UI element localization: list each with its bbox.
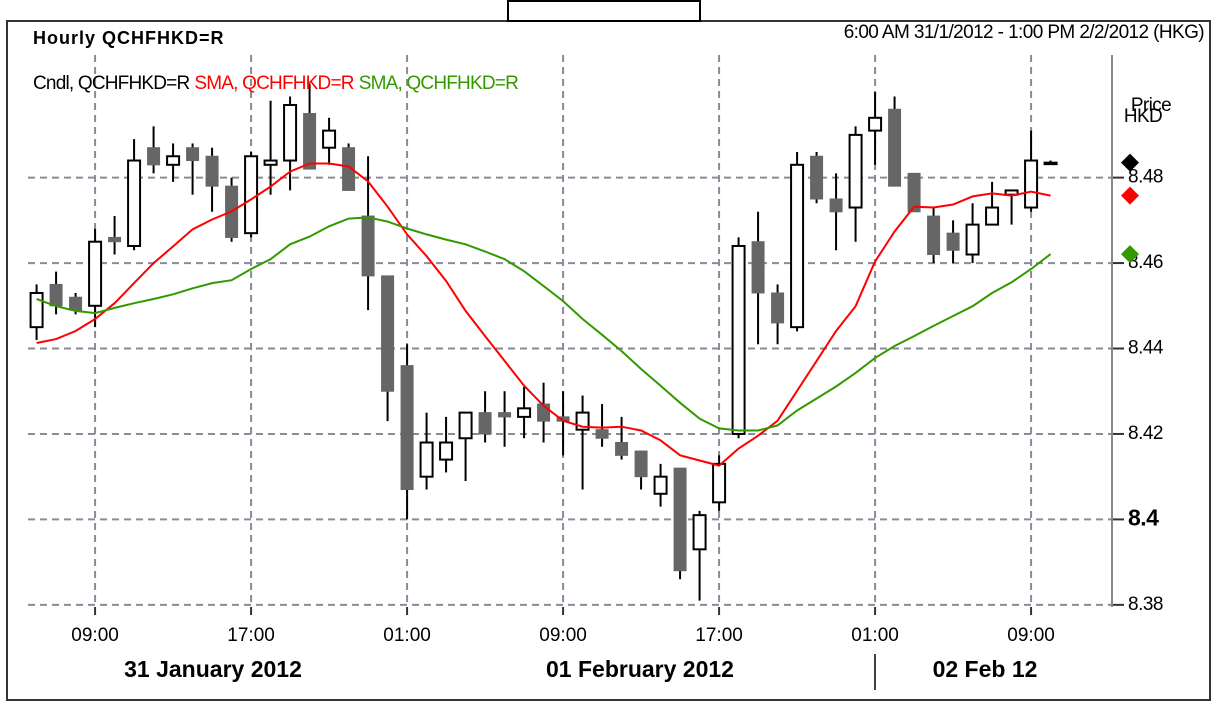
candle-body — [653, 475, 668, 495]
candle-body — [361, 215, 375, 277]
candle-body — [458, 411, 473, 440]
y-tick-label: 8.38 — [1128, 594, 1163, 615]
candle-body — [946, 232, 960, 251]
legend-entry: SMA, QCHFHKD=R — [194, 73, 353, 94]
candle-body — [927, 215, 941, 256]
candle-body — [517, 407, 532, 418]
candle-body — [29, 291, 44, 329]
candle-body — [69, 296, 83, 311]
candle-body — [419, 441, 434, 478]
candle-body — [381, 275, 395, 392]
chart-title: Hourly QCHFHKD=R — [33, 28, 225, 48]
date-label: 01 February 2012 — [546, 656, 734, 682]
last-value-marker — [1121, 153, 1139, 172]
y-tick-label: 8.44 — [1128, 338, 1164, 359]
candle-body — [342, 147, 356, 191]
candle-body — [634, 450, 648, 478]
candle-body — [829, 198, 843, 213]
frame — [6, 20, 1211, 701]
y-tick-label: 8.48 — [1128, 167, 1163, 188]
candle-body — [751, 241, 765, 294]
candle-body — [88, 240, 103, 307]
candle-body — [283, 103, 298, 162]
candle-body — [692, 514, 707, 551]
candle-body — [731, 244, 746, 435]
candle-body — [400, 365, 414, 491]
candle-body — [848, 133, 863, 209]
candle-body — [49, 283, 63, 307]
candle-body — [166, 155, 181, 166]
last-value-marker — [1121, 186, 1139, 205]
candle-body — [888, 108, 902, 187]
candle-body — [673, 467, 687, 572]
candle-body — [147, 147, 161, 166]
x-tick-label: 17:00 — [227, 625, 275, 646]
sma-line — [36, 162, 1051, 467]
candle-body — [186, 147, 200, 162]
candle-body — [439, 441, 454, 461]
y-tick-label: 8.46 — [1128, 252, 1163, 273]
candle-body — [205, 155, 219, 187]
candle-body — [712, 462, 727, 504]
y-tick-label: 8.42 — [1128, 423, 1163, 444]
x-tick-label: 01:00 — [383, 625, 431, 646]
candle-body — [127, 159, 142, 247]
candle-body — [615, 442, 629, 456]
candle-body — [907, 172, 921, 213]
date-label: 31 January 2012 — [124, 656, 302, 682]
x-tick-label: 09:00 — [71, 625, 119, 646]
candle-body — [1024, 159, 1039, 209]
x-tick-label: 09:00 — [539, 625, 587, 646]
candle-body — [595, 429, 609, 439]
candle-body — [303, 113, 317, 170]
candle-body — [868, 116, 883, 132]
candle-body — [322, 129, 337, 149]
candle-body — [263, 159, 278, 166]
candle-body — [244, 155, 259, 235]
candle-body — [498, 412, 512, 418]
legend-entry: SMA, QCHFHKD=R — [359, 73, 518, 94]
x-tick-label: 09:00 — [1007, 625, 1055, 646]
candle-body — [771, 292, 785, 324]
candle-body — [108, 236, 122, 243]
tab — [507, 0, 701, 22]
x-tick-label: 01:00 — [851, 625, 899, 646]
date-label: 02 Feb 12 — [933, 656, 1038, 682]
candle-body — [810, 155, 824, 200]
x-tick-label: 17:00 — [695, 625, 743, 646]
candle-body — [790, 163, 805, 329]
y-axis-label: Price — [1131, 95, 1171, 116]
candle-body — [965, 223, 980, 256]
sma-line — [36, 216, 1052, 432]
candle-body — [478, 412, 492, 435]
last-value-marker — [1121, 245, 1139, 264]
chart-subtitle: 6:00 AM 31/1/2012 - 1:00 PM 2/2/2012 (HK… — [844, 22, 1205, 43]
y-tick-label: 8.4 — [1128, 504, 1159, 530]
candle-body — [985, 206, 1000, 226]
y-axis-label: HKD — [1124, 106, 1162, 127]
legend-entry: Cndl, QCHFHKD=R — [33, 73, 189, 94]
candle-body — [1043, 161, 1058, 166]
